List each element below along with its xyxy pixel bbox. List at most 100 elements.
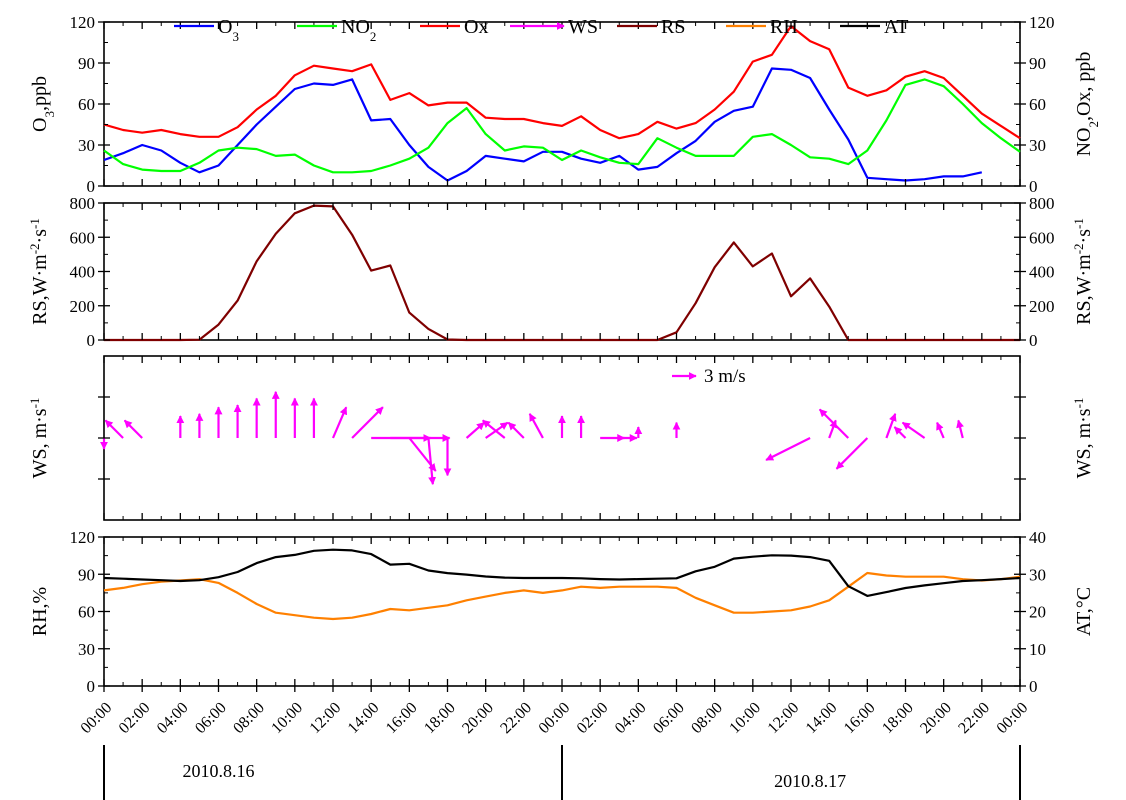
y2-tick-label: 0 xyxy=(1029,331,1038,350)
y2-tick-label: 600 xyxy=(1029,228,1055,247)
y-axis-label: RS,W·m-2·s-1 xyxy=(27,218,52,325)
x-tick-label: 10:00 xyxy=(726,699,764,737)
y-axis-label: O3,ppb xyxy=(29,76,57,132)
y2-axis-label: RS,W·m-2·s-1 xyxy=(1071,218,1096,325)
panel-frame xyxy=(103,21,1021,187)
x-tick-label: 04:00 xyxy=(612,699,650,737)
x-tick-label: 04:00 xyxy=(154,699,192,737)
y-tick-label: 0 xyxy=(87,177,96,196)
y2-tick-label: 0 xyxy=(1029,177,1038,196)
y2-tick-label: 30 xyxy=(1029,136,1046,155)
date-label: 2010.8.16 xyxy=(183,761,255,781)
wind-vector xyxy=(818,408,850,439)
y-tick-label: 90 xyxy=(78,54,95,73)
wind-vector xyxy=(528,413,544,439)
x-tick-label: 06:00 xyxy=(192,699,230,737)
x-tick-label: 06:00 xyxy=(650,699,688,737)
wind-reference-label: 3 m/s xyxy=(704,366,746,387)
wind-vector xyxy=(331,406,348,439)
x-tick-label: 12:00 xyxy=(307,699,345,737)
wind-vector xyxy=(936,421,945,439)
y-axis-label: RH,% xyxy=(29,587,51,636)
chart-panels xyxy=(103,21,1021,687)
y2-tick-label: 800 xyxy=(1029,194,1055,213)
y2-tick-label: 200 xyxy=(1029,297,1055,316)
wind-vector xyxy=(507,421,525,439)
series-at-line xyxy=(103,548,1021,598)
x-tick-label: 08:00 xyxy=(688,699,726,737)
x-tick-label: 16:00 xyxy=(841,699,879,737)
wind-vector xyxy=(885,413,897,439)
y2-tick-label: 0 xyxy=(1029,677,1038,696)
x-tick-label: 18:00 xyxy=(879,699,917,737)
wind-vector xyxy=(482,419,506,439)
x-tick-label: 22:00 xyxy=(955,699,993,737)
wind-vector xyxy=(465,421,485,439)
date-label: 2010.8.17 xyxy=(774,771,846,791)
y2-tick-label: 60 xyxy=(1029,95,1046,114)
x-tick-label: 14:00 xyxy=(803,699,841,737)
wind-vector xyxy=(835,437,869,470)
y2-tick-label: 30 xyxy=(1029,565,1046,584)
x-tick-label: 22:00 xyxy=(497,699,535,737)
wind-vector xyxy=(901,421,926,439)
wind-vector xyxy=(765,437,811,461)
y-tick-label: 60 xyxy=(78,603,95,622)
chart-axes: 0306090120030609012002004006008000200400… xyxy=(27,13,1101,800)
y2-axis-label: WS, m·s-1 xyxy=(1071,398,1096,479)
series-rh-line xyxy=(103,571,1021,621)
legend-label-rs: RS xyxy=(661,16,685,38)
y-axis-label: WS, m·s-1 xyxy=(27,398,52,479)
y-tick-label: 0 xyxy=(87,677,96,696)
x-tick-label: 02:00 xyxy=(116,699,154,737)
x-tick-label: 18:00 xyxy=(421,699,459,737)
y-tick-label: 600 xyxy=(70,228,96,247)
y2-tick-label: 10 xyxy=(1029,640,1046,659)
wind-vector xyxy=(427,437,437,485)
wind-vector xyxy=(956,419,964,439)
series-no2-line xyxy=(103,78,1021,174)
y-tick-label: 120 xyxy=(70,13,96,32)
x-tick-label: 02:00 xyxy=(574,699,612,737)
legend-label-ox: Ox xyxy=(464,16,488,38)
x-tick-label: 14:00 xyxy=(345,699,383,737)
y2-axis-label: NO2,Ox, ppb xyxy=(1073,52,1101,157)
y2-tick-label: 90 xyxy=(1029,54,1046,73)
wind-vectors: 3 m/s xyxy=(100,366,964,485)
y2-axis-label: AT,°C xyxy=(1073,587,1095,636)
y2-tick-label: 120 xyxy=(1029,13,1055,32)
x-tick-label: 20:00 xyxy=(917,699,955,737)
y-tick-label: 800 xyxy=(70,194,96,213)
x-tick-label: 16:00 xyxy=(383,699,421,737)
series-rs-line xyxy=(104,204,1020,342)
x-tick-label: 20:00 xyxy=(459,699,497,737)
y-tick-label: 60 xyxy=(78,95,95,114)
legend-label-no2: NO2 xyxy=(341,16,376,44)
series-o3-line xyxy=(103,67,983,182)
legend-label-at: AT xyxy=(884,16,908,38)
legend-label-rh: RH xyxy=(770,16,798,38)
x-tick-label: 10:00 xyxy=(268,699,306,737)
wind-vector xyxy=(104,419,124,439)
legend-label-o3: O3 xyxy=(218,16,239,44)
chart-series xyxy=(103,25,1021,621)
x-tick-label: 00:00 xyxy=(536,699,574,737)
x-tick-label: 00:00 xyxy=(78,699,116,737)
y-tick-label: 0 xyxy=(87,331,96,350)
panel-frame xyxy=(103,536,1021,687)
y2-tick-label: 400 xyxy=(1029,263,1055,282)
y-tick-label: 400 xyxy=(70,263,96,282)
y-tick-label: 200 xyxy=(70,297,96,316)
y-tick-label: 90 xyxy=(78,565,95,584)
wind-vector xyxy=(351,406,384,439)
y2-tick-label: 40 xyxy=(1029,528,1046,547)
wind-vector xyxy=(893,426,907,439)
wind-vector xyxy=(123,419,143,439)
y-tick-label: 30 xyxy=(78,136,95,155)
panel-frame xyxy=(103,202,1021,341)
y-tick-label: 30 xyxy=(78,640,95,659)
y2-tick-label: 20 xyxy=(1029,603,1046,622)
chart-legend: O3 NO2 Ox WS RS RH AT xyxy=(174,16,908,44)
x-tick-label: 00:00 xyxy=(994,699,1032,737)
